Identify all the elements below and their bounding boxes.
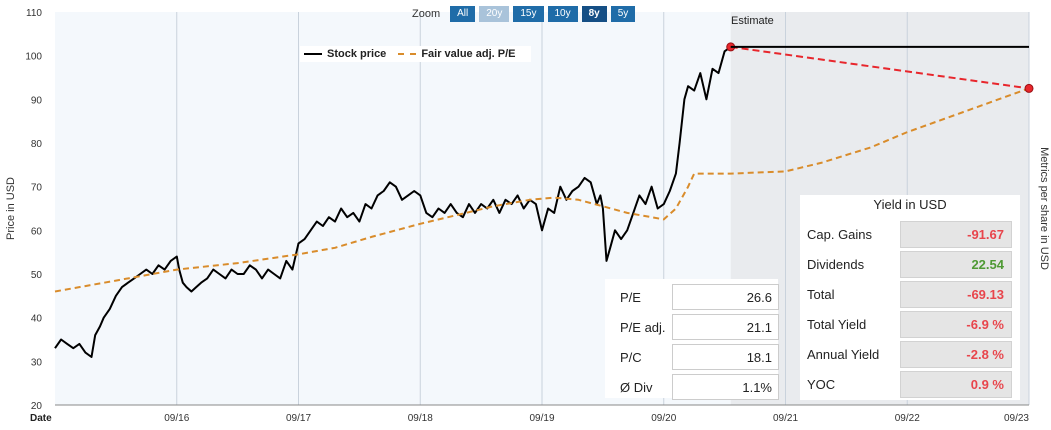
- estimate-point: [1024, 83, 1034, 93]
- yield-label: Dividends: [807, 257, 865, 272]
- zoom-20y-button[interactable]: 20y: [479, 5, 510, 22]
- metric-value: 18.1: [672, 344, 779, 370]
- x-tick-label: 09/22: [895, 413, 920, 424]
- legend-item-fair-value[interactable]: Fair value adj. P/E: [398, 48, 515, 60]
- x-tick-label: 09/23: [1004, 413, 1029, 424]
- estimate-label: Estimate: [731, 15, 774, 27]
- y-axis-title: Price in USD: [5, 177, 17, 240]
- zoom-8y-button[interactable]: 8y: [581, 5, 607, 22]
- metrics-table: P/E 26.6 P/E adj. 21.1 P/C 18.1 Ø Div 1.…: [610, 280, 779, 404]
- metric-value: 26.6: [672, 284, 779, 310]
- yield-row: Cap. Gains -91.67: [800, 221, 1012, 248]
- legend-swatch-dashed: [398, 53, 417, 55]
- y-tick-label: 70: [31, 183, 43, 194]
- y-tick-label: 60: [31, 226, 43, 237]
- yield-value: -91.67: [900, 221, 1012, 248]
- zoom-all-button[interactable]: All: [450, 5, 476, 22]
- metric-row: P/E adj. 21.1: [610, 314, 779, 340]
- yield-value: 22.54: [900, 251, 1012, 278]
- yield-row: Total Yield -6.9 %: [800, 311, 1012, 338]
- zoom-15y-button[interactable]: 15y: [513, 5, 544, 22]
- metric-label: P/E: [620, 289, 641, 305]
- y-tick-label: 20: [31, 401, 43, 412]
- zoom-label: Zoom: [412, 7, 441, 20]
- metric-row: P/C 18.1: [610, 344, 779, 370]
- metric-row: P/E 26.6: [610, 284, 779, 310]
- yield-label: Total: [807, 287, 835, 302]
- x-tick-label: 09/21: [773, 413, 798, 424]
- zoom-10y-button[interactable]: 10y: [547, 5, 578, 22]
- legend-label: Fair value adj. P/E: [421, 48, 516, 60]
- yield-row: Total -69.13: [800, 281, 1012, 308]
- metric-label: P/E adj.: [620, 319, 666, 335]
- legend-label: Stock price: [327, 48, 387, 60]
- yield-label: Total Yield: [807, 317, 867, 332]
- zoom-bar: Zoom All 20y 15y 10y 8y 5y: [412, 5, 636, 22]
- metric-value: 21.1: [672, 314, 779, 340]
- yield-label: Annual Yield: [807, 347, 880, 362]
- y-tick-label: 30: [31, 357, 43, 368]
- y-tick-label: 40: [31, 314, 43, 325]
- y-tick-label: 80: [31, 139, 43, 150]
- yield-row: Annual Yield -2.8 %: [800, 341, 1012, 368]
- y-tick-label: 90: [31, 95, 43, 106]
- zoom-5y-button[interactable]: 5y: [610, 5, 636, 22]
- metric-label: P/C: [620, 349, 642, 365]
- yield-value: -2.8 %: [900, 341, 1012, 368]
- y-tick-label: 100: [25, 52, 42, 63]
- x-tick-label: 09/17: [286, 413, 311, 424]
- x-tick-label: 09/19: [529, 413, 554, 424]
- yield-value: 0.9 %: [900, 371, 1012, 398]
- chart-legend: Stock price Fair value adj. P/E: [300, 46, 532, 62]
- x-tick-label: 09/18: [408, 413, 433, 424]
- estimate-line: [730, 45, 1030, 90]
- x-tick-label: 09/16: [164, 413, 189, 424]
- y-tick-label: 50: [31, 270, 43, 281]
- legend-swatch-solid: [304, 53, 322, 55]
- metric-value: 1.1%: [672, 374, 779, 400]
- y-tick-label: 110: [26, 8, 42, 19]
- yield-row: Dividends 22.54: [800, 251, 1012, 278]
- legend-item-stock-price[interactable]: Stock price: [304, 48, 386, 60]
- x-axis-title: Date: [30, 413, 52, 424]
- yield-table: Cap. Gains -91.67 Dividends 22.54 Total …: [800, 218, 1012, 401]
- yield-row: YOC 0.9 %: [800, 371, 1012, 398]
- stock-price-line: [54, 46, 732, 358]
- yield-label: YOC: [807, 377, 836, 392]
- yield-label: Cap. Gains: [807, 227, 873, 242]
- fair-value-line: [54, 87, 1030, 293]
- yield-value: -69.13: [900, 281, 1012, 308]
- metric-row: Ø Div 1.1%: [610, 374, 779, 400]
- yield-value: -6.9 %: [900, 311, 1012, 338]
- y-axis-title-right: Metrics per share in USD: [1038, 147, 1050, 270]
- x-tick-label: 09/20: [651, 413, 676, 424]
- yield-title: Yield in USD: [873, 197, 947, 212]
- metric-label: Ø Div: [620, 379, 653, 395]
